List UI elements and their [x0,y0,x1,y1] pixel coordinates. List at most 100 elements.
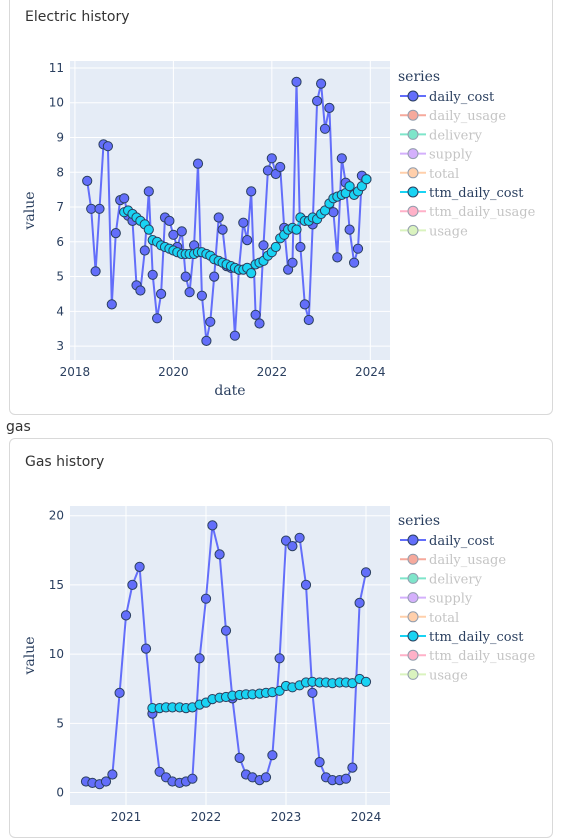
electric-point-daily_cost [295,241,306,253]
gas-point-daily_cost [187,773,198,784]
electric-point-daily_cost [139,245,150,256]
electric-y-tick-label: 10 [49,96,64,110]
electric-legend-item-daily_usage[interactable]: daily_usage [400,109,506,124]
electric-point-daily_cost [156,288,167,299]
electric-point-daily_cost [246,186,257,197]
electric-x-tick-label: 2018 [60,365,91,379]
electric-legend-marker [407,90,419,102]
electric-legend-item-supply[interactable]: supply [400,148,473,163]
electric-point-daily_cost [176,226,187,237]
electric-point-daily_cost [180,271,191,282]
gas-legend-label: delivery [429,572,483,587]
gas-point-daily_cost [287,541,298,552]
electric-legend-title: series [398,69,440,85]
electric-legend-item-total[interactable]: total [400,167,459,182]
electric-chart-title: Electric history [25,9,130,25]
gas-legend-label: supply [429,592,473,607]
gas-x-tick-label: 2023 [271,810,302,824]
electric-point-ttm_daily_cost [344,181,355,192]
electric-point-daily_cost [303,314,314,326]
electric-point-daily_cost [143,186,154,197]
gas-y-axis-title: value [22,636,38,675]
electric-point-daily_cost [324,102,335,114]
gas-point-daily_cost [267,750,278,761]
gas-section-label: gas [6,419,31,435]
electric-legend-item-delivery[interactable]: delivery [400,128,483,143]
gas-legend-item-total[interactable]: total [400,611,459,626]
gas-x-tick-label: 2021 [111,810,142,824]
electric-point-daily_cost [352,243,364,254]
gas-legend-item-ttm_daily_usage[interactable]: ttm_daily_usage [400,649,536,664]
electric-y-tick-label: 8 [56,165,64,179]
electric-point-daily_cost [275,161,286,173]
electric-point-daily_cost [287,257,298,268]
gas-point-daily_cost [280,535,292,546]
electric-point-daily_cost [209,271,220,282]
gas-point-daily_cost [234,752,245,764]
electric-legend-marker [407,109,419,121]
gas-x-tick-label: 2022 [191,810,222,824]
gas-legend-item-supply[interactable]: supply [400,592,473,607]
electric-y-tick-label: 11 [49,61,64,75]
gas-point-daily_cost [300,579,312,591]
gas-point-daily_cost [100,776,112,787]
gas-legend-item-daily_cost[interactable]: daily_cost [400,534,495,549]
gas-legend-item-daily_usage[interactable]: daily_usage [400,553,506,568]
electric-point-daily_cost [344,224,355,235]
electric-point-daily_cost [319,123,331,134]
electric-point-daily_cost [336,153,347,164]
electric-legend-label: supply [429,148,473,163]
gas-point-daily_cost [214,549,225,560]
electric-legend-label: daily_usage [429,109,506,124]
gas-point-daily_cost [114,687,125,699]
electric-legend-marker [407,186,419,198]
electric-legend-item-usage[interactable]: usage [400,224,468,239]
gas-legend-item-usage[interactable]: usage [400,668,468,683]
gas-point-daily_cost [134,561,145,573]
gas-legend-item-delivery[interactable]: delivery [400,572,483,587]
electric-point-daily_cost [192,158,204,169]
electric-legend-label: ttm_daily_cost [429,186,524,201]
electric-history-chart[interactable]: 2018 2020 2022 2024 3 4 5 6 7 8 9 10 11 date value seri… [0,0,562,420]
gas-y-tick-label: 5 [56,716,64,730]
electric-point-daily_cost [102,141,114,152]
gas-legend-marker [407,630,419,642]
gas-point-daily_cost [360,567,372,578]
electric-y-tick-label: 3 [56,339,64,353]
electric-point-daily_cost [291,76,302,88]
electric-legend-marker [407,167,419,179]
gas-legend-item-ttm_daily_cost[interactable]: ttm_daily_cost [400,630,524,645]
electric-legend-item-daily_cost[interactable]: daily_cost [400,90,495,105]
electric-point-daily_cost [205,316,216,327]
electric-point-daily_cost [258,240,269,251]
electric-point-daily_cost [238,217,249,228]
electric-point-daily_cost [119,193,130,204]
electric-legend-label: delivery [429,128,483,143]
electric-point-daily_cost [94,203,105,214]
electric-legend-item-ttm_daily_cost[interactable]: ttm_daily_cost [400,186,524,201]
gas-y-tick-label: 0 [56,786,64,800]
gas-point-daily_cost [120,610,132,621]
electric-point-daily_cost [254,318,265,329]
gas-point-daily_cost [314,757,325,768]
gas-point-daily_cost [260,772,272,783]
electric-legend: series daily_cost daily_usage delivery suppl… [398,69,536,239]
electric-point-daily_cost [184,287,195,298]
electric-x-tick-label: 2024 [355,365,386,379]
electric-legend-marker [407,224,419,236]
electric-legend-item-ttm_daily_usage[interactable]: ttm_daily_usage [400,205,536,220]
electric-y-tick-label: 9 [56,130,64,144]
electric-point-ttm_daily_cost [291,224,302,235]
electric-point-daily_cost [90,266,101,277]
gas-legend-marker [407,553,419,565]
electric-point-daily_cost [266,153,277,164]
electric-point-daily_cost [82,175,93,186]
electric-y-tick-label: 5 [56,270,64,284]
gas-point-daily_cost [347,762,358,773]
electric-y-tick-label: 7 [56,200,64,214]
electric-legend-label: ttm_daily_usage [429,205,536,220]
gas-point-ttm_daily_cost [360,676,372,687]
gas-y-tick-label: 20 [49,509,64,523]
electric-x-axis-title: date [214,383,245,399]
